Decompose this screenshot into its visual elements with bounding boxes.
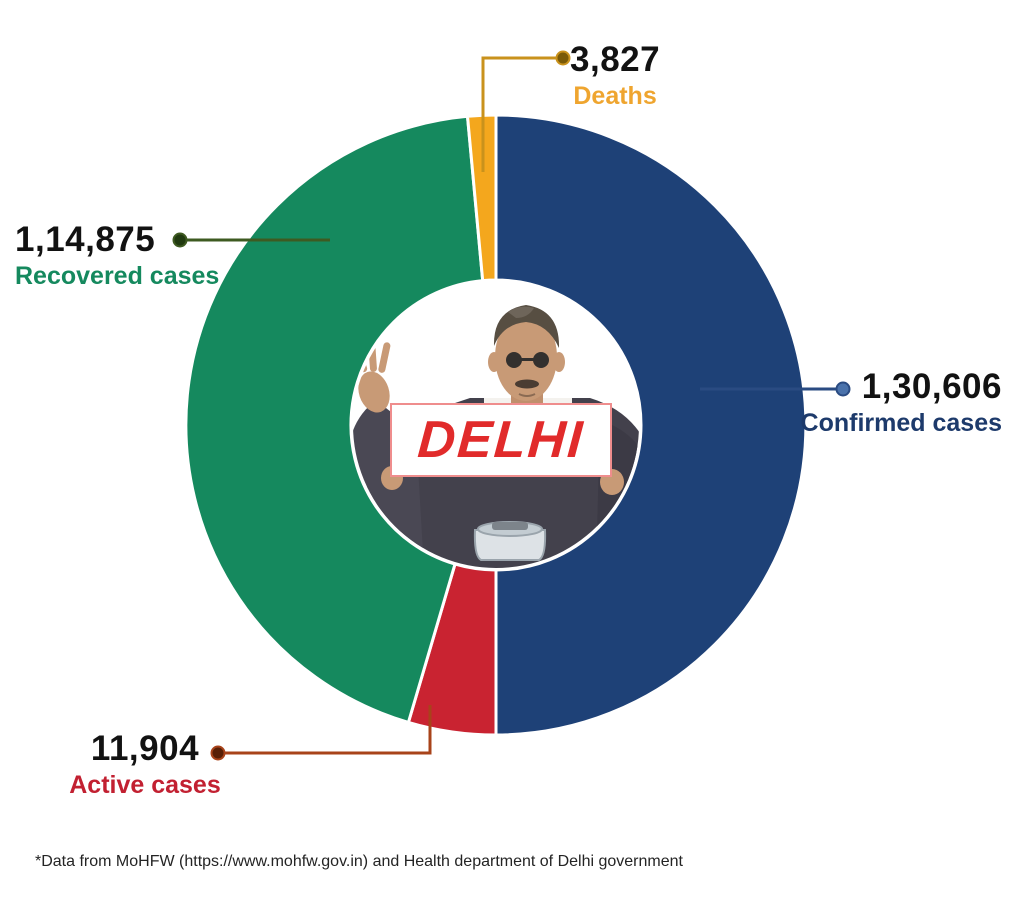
deaths-value: 3,827 bbox=[570, 40, 661, 79]
recovered-leader-dot bbox=[172, 232, 188, 248]
deaths-leader-line bbox=[481, 56, 563, 172]
recovered-category: Recovered cases bbox=[15, 262, 220, 290]
donut-segments bbox=[184, 113, 808, 737]
active-value: 11,904 bbox=[90, 729, 200, 768]
confirmed-leader-dot bbox=[835, 381, 851, 397]
recovered-value: 1,14,875 bbox=[15, 220, 156, 259]
deaths-callout: 3,827 Deaths bbox=[570, 42, 660, 109]
data-source-footnote: *Data from MoHFW (https://www.mohfw.gov.… bbox=[35, 853, 683, 870]
glass-jar bbox=[473, 521, 547, 561]
leader-lines bbox=[180, 56, 843, 755]
deaths-category: Deaths bbox=[573, 82, 657, 110]
glasses bbox=[506, 352, 549, 368]
deaths-leader-dot bbox=[555, 50, 571, 66]
mouth bbox=[518, 393, 536, 397]
active-category: Active cases bbox=[69, 771, 221, 799]
active-leader-dot bbox=[210, 745, 226, 761]
recovered-callout: 1,14,875 Recovered cases bbox=[15, 222, 219, 289]
confirmed-callout: 1,30,606 Confirmed cases bbox=[801, 369, 1002, 436]
confirmed-value: 1,30,606 bbox=[861, 367, 1002, 406]
delhi-banner: DELHI bbox=[390, 403, 612, 477]
leader-dots bbox=[172, 50, 851, 761]
delhi-banner-text: DELHI bbox=[415, 411, 587, 469]
confirmed-category: Confirmed cases bbox=[800, 409, 1002, 437]
hair-highlight bbox=[508, 306, 534, 318]
active-callout: 11,904 Active cases bbox=[69, 731, 221, 798]
active-leader-line bbox=[218, 705, 432, 755]
mustache bbox=[515, 379, 539, 389]
face bbox=[495, 313, 557, 401]
hair bbox=[493, 305, 560, 348]
